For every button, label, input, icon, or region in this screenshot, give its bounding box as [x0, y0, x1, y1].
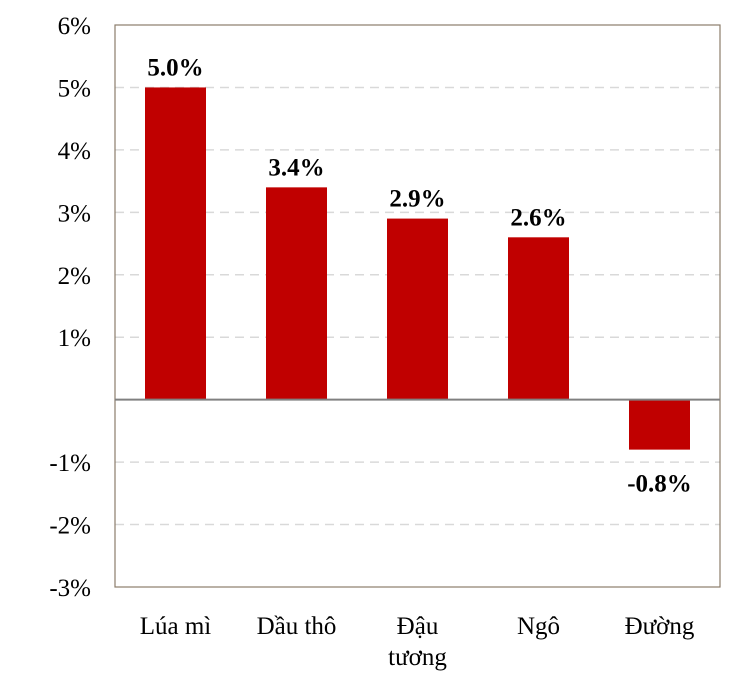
data-label: 3.4%: [268, 154, 324, 181]
category-label: Đậu: [397, 613, 439, 640]
y-tick-label: 6%: [58, 13, 91, 40]
y-tick-label: 5%: [58, 75, 91, 102]
bar: [266, 187, 327, 400]
y-tick-label: 1%: [58, 325, 91, 352]
category-label: Ngô: [517, 613, 560, 640]
y-tick-label: -2%: [49, 513, 91, 540]
y-tick-label: 2%: [58, 263, 91, 290]
category-label: Dầu thô: [257, 613, 337, 640]
category-label: tương: [388, 644, 447, 671]
bar: [508, 237, 569, 400]
data-label: -0.8%: [627, 471, 692, 498]
y-tick-label: 4%: [58, 138, 91, 165]
data-label: 5.0%: [147, 54, 203, 81]
bar: [145, 87, 206, 400]
category-label: Lúa mì: [140, 613, 212, 640]
y-tick-label: 3%: [58, 200, 91, 227]
data-label: 2.9%: [389, 186, 445, 213]
data-label: 2.6%: [510, 204, 566, 231]
category-label: Đường: [625, 613, 695, 640]
y-tick-label: -1%: [49, 450, 91, 477]
y-tick-label: -3%: [49, 575, 91, 602]
plot-frame: [114, 24, 721, 588]
bar: [387, 218, 448, 400]
bar: [629, 399, 690, 450]
